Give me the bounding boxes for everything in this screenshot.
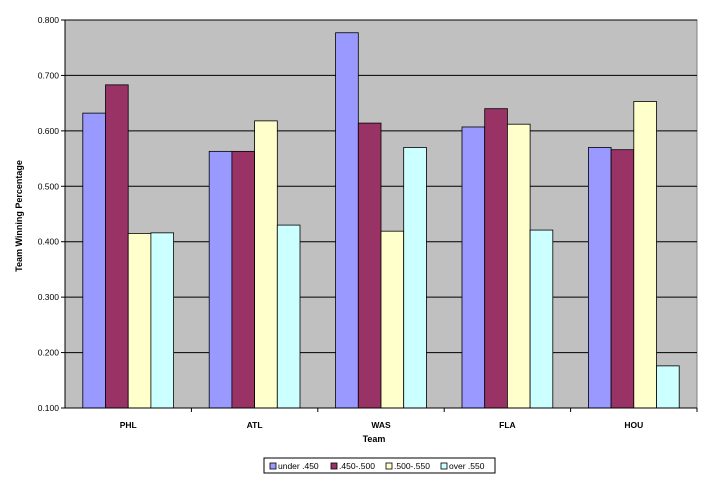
bar-fla-series-0	[461, 126, 486, 409]
legend-box	[263, 457, 496, 474]
x-tick-label: PHL	[120, 420, 137, 430]
bar-atl-series-1	[231, 150, 255, 409]
bar-atl-series-3	[276, 224, 301, 409]
x-tick-label: HOU	[624, 420, 643, 430]
legend-label-2: .500-.550	[394, 461, 430, 471]
y-axis-title: Team Winning Percentage	[14, 160, 24, 272]
bar-was-series-0	[335, 32, 359, 409]
bar-phl-series-1	[105, 84, 129, 409]
y-tick-label: 0.500	[38, 181, 60, 191]
legend-label-1: .450-.500	[339, 461, 375, 471]
legend-swatch-3	[440, 462, 448, 470]
bar-phl-series-0	[82, 112, 106, 409]
legend-label-0: under .450	[278, 461, 319, 471]
bar-was-series-1	[357, 122, 382, 409]
axes: 0.100 0.200 0.300 0.400 0.500 0.600 0.700 0.800…	[38, 15, 698, 430]
bar-atl-series-0	[208, 150, 233, 409]
legend-label-3: over .550	[449, 461, 485, 471]
legend: under .450 .450-.500 .500-.550 over .550	[263, 457, 496, 474]
bar-atl-series-2	[254, 120, 278, 409]
legend-swatch-2	[385, 462, 393, 470]
y-tick-label: 0.300	[38, 292, 60, 302]
y-tick-label: 0.700	[38, 70, 60, 80]
y-tick-label: 0.200	[38, 348, 60, 358]
legend-swatch-0	[269, 462, 277, 470]
bar-fla-series-2	[506, 123, 531, 409]
legend-swatch-1	[330, 462, 338, 470]
bar-was-series-3	[403, 147, 427, 409]
bar-fla-series-3	[529, 229, 554, 409]
y-tick-label: 0.800	[38, 15, 60, 25]
bar-hou-series-0	[588, 147, 612, 409]
x-tick-label: WAS	[371, 420, 391, 430]
bar-hou-series-3	[656, 365, 680, 409]
bars	[82, 32, 680, 409]
bar-hou-series-1	[610, 149, 635, 409]
y-tick-label: 0.100	[38, 403, 60, 413]
bar-hou-series-2	[633, 101, 657, 409]
y-tick-label: 0.600	[38, 126, 60, 136]
x-tick-label: ATL	[247, 420, 263, 430]
x-axis-title: Team	[363, 434, 386, 444]
bar-phl-series-2	[127, 232, 152, 409]
bar-was-series-2	[380, 230, 405, 409]
bar-fla-series-1	[484, 108, 508, 409]
bar-phl-series-3	[150, 232, 174, 409]
y-tick-label: 0.400	[38, 237, 60, 247]
x-tick-label: FLA	[499, 420, 516, 430]
